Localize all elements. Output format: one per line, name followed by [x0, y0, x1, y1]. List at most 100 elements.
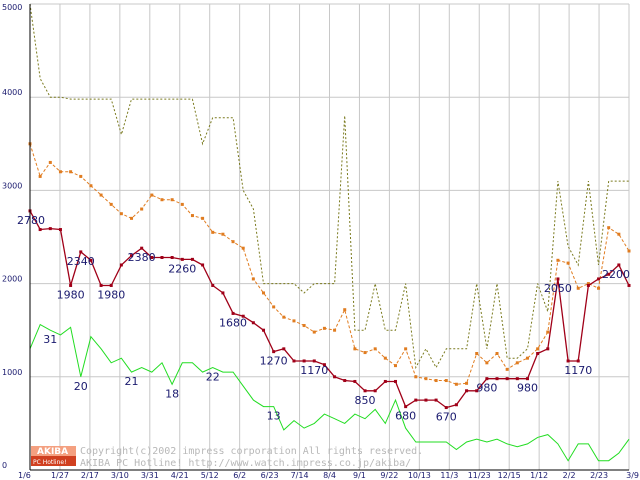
data-point [292, 359, 296, 363]
data-point [373, 347, 377, 351]
x-tick-label: 3/31 [141, 471, 159, 480]
data-point [566, 261, 570, 265]
data-point [414, 398, 418, 402]
data-label: 980 [517, 382, 538, 395]
data-point [434, 398, 438, 402]
data-point [495, 352, 499, 355]
data-point [170, 256, 174, 260]
data-label: 1270 [260, 355, 288, 368]
data-point [109, 283, 113, 287]
data-point [404, 347, 408, 351]
data-point [454, 403, 458, 407]
data-point [89, 184, 93, 188]
x-tick-label: 9/22 [380, 471, 398, 480]
x-tick-label: 11/3 [440, 471, 458, 480]
data-point [505, 367, 509, 371]
data-label: 20 [74, 380, 88, 393]
x-tick-label: 3/9 [626, 471, 639, 480]
data-point [130, 216, 134, 220]
data-point [38, 228, 42, 232]
data-label: 1170 [300, 364, 328, 377]
series-layer [28, 3, 631, 462]
data-point [525, 356, 529, 360]
data-point [556, 277, 560, 281]
x-tick-label: 2/23 [590, 471, 608, 480]
x-tick-label: 2/2 [563, 471, 576, 480]
data-point [180, 257, 184, 261]
data-point [434, 379, 438, 383]
data-point [465, 389, 469, 393]
data-point [383, 379, 387, 383]
logo-bottom-text: PC Hotline! [33, 459, 66, 466]
data-label: 2200 [602, 268, 630, 281]
data-point [546, 330, 550, 334]
data-label: 670 [436, 411, 457, 424]
data-label: 2050 [544, 282, 572, 295]
data-label: 1980 [97, 288, 125, 301]
data-point [373, 389, 377, 393]
data-point [495, 377, 499, 381]
data-point [404, 405, 408, 409]
data-point [241, 246, 245, 250]
y-tick-label: 0 [2, 461, 7, 470]
data-point [475, 389, 479, 393]
data-point [576, 286, 580, 290]
data-label: 13 [267, 410, 281, 423]
data-point [160, 198, 164, 202]
x-tick-label: 1/12 [530, 471, 548, 480]
chart-axes: 0 1000 2000 3000 4000 5000 1/6 1/27 2/17 3/10 3/31… [2, 3, 639, 480]
x-tick-label: 5/12 [201, 471, 219, 480]
data-point [251, 277, 255, 281]
data-point [607, 272, 611, 276]
data-point [424, 398, 428, 402]
data-point [444, 406, 448, 410]
data-point [180, 202, 184, 206]
data-point [130, 254, 134, 258]
data-point [140, 207, 144, 211]
copyright-line-2: AKIBA PC Hotline! http://www.watch.impre… [80, 458, 411, 469]
data-point [536, 347, 540, 351]
x-tick-label: 8/4 [323, 471, 336, 480]
data-label: 1980 [57, 288, 85, 301]
data-point [424, 377, 428, 381]
data-point [58, 170, 62, 174]
data-point [617, 263, 621, 267]
data-point [414, 375, 418, 379]
data-point [627, 283, 631, 287]
x-tick-label: 1/6 [18, 471, 31, 480]
y-tick-label: 4000 [2, 88, 22, 97]
data-point [597, 277, 601, 281]
data-point [322, 363, 326, 367]
data-label: 31 [43, 333, 57, 346]
data-point [79, 174, 83, 178]
logo-top-text: AKIBA [37, 447, 68, 457]
data-point [343, 379, 347, 383]
x-tick-label: 11/23 [468, 471, 491, 480]
data-point [383, 356, 387, 360]
data-point [617, 232, 621, 236]
data-point [119, 212, 123, 216]
data-point [221, 232, 225, 236]
x-tick-label: 2/17 [81, 471, 99, 480]
data-point [536, 352, 540, 355]
data-point [363, 351, 367, 355]
data-point [515, 361, 519, 365]
data-point [525, 377, 529, 381]
data-point [272, 305, 276, 309]
data-point [140, 246, 144, 250]
data-point [211, 230, 215, 234]
x-tick-label: 4/21 [171, 471, 189, 480]
data-point [190, 214, 194, 218]
logo-top-block [31, 446, 76, 456]
data-point [262, 328, 266, 332]
x-tick-label: 9/1 [353, 471, 366, 480]
x-tick-label: 6/2 [233, 471, 246, 480]
data-point [312, 330, 316, 334]
data-point [586, 283, 590, 287]
data-label: 850 [355, 394, 376, 407]
data-point [99, 283, 103, 287]
copyright-footer: AKIBA PC Hotline! Copyright(c)2002 impre… [31, 446, 423, 469]
data-point [150, 256, 154, 260]
data-point [262, 291, 266, 295]
data-point [393, 379, 397, 383]
